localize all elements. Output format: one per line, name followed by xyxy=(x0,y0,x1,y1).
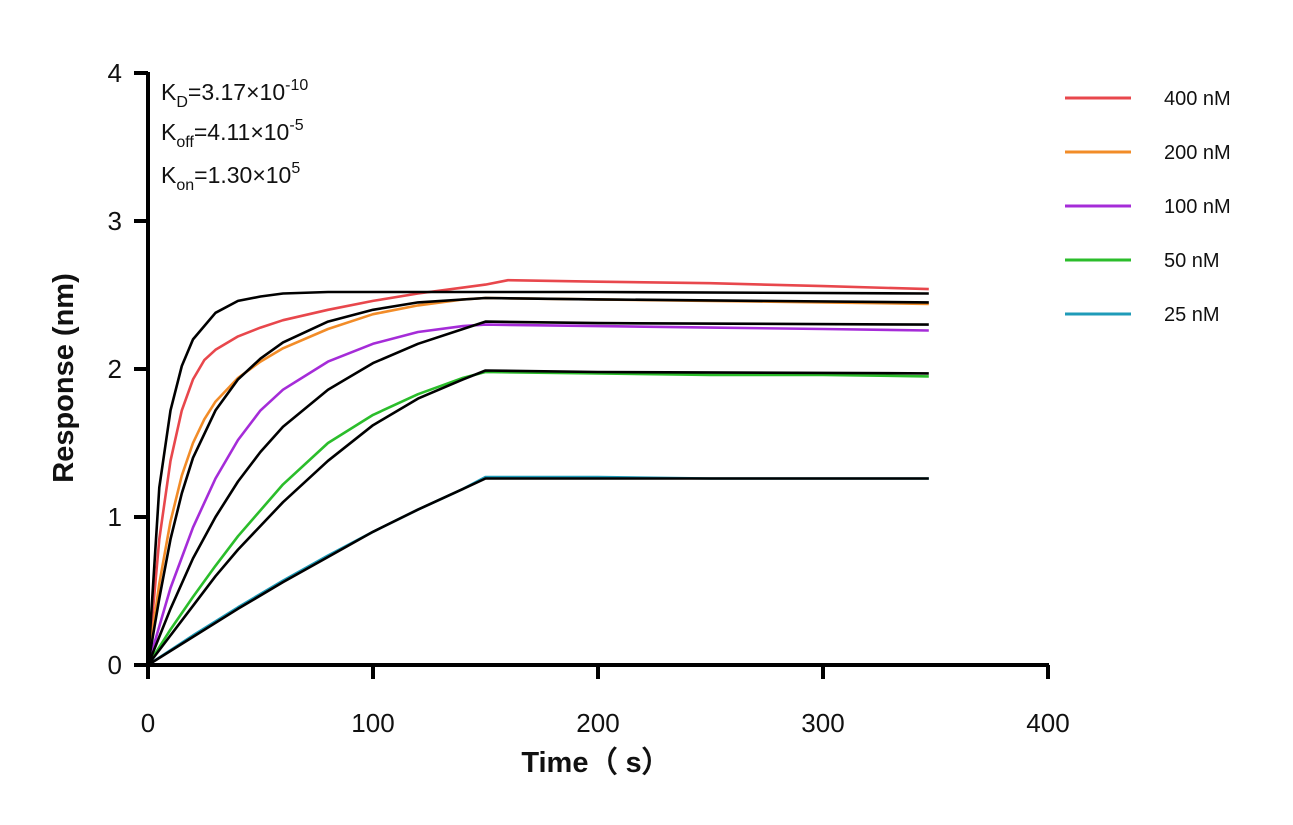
legend-label-50-nm: 50 nM xyxy=(1164,250,1220,272)
x-tick-label: 200 xyxy=(576,708,619,738)
y-tick-label: 2 xyxy=(108,354,122,384)
x-tick-label: 100 xyxy=(351,708,394,738)
legend: 400 nM 200 nM 100 nM 50 nM 25 nM xyxy=(1065,88,1231,326)
fit-line-50-nm xyxy=(148,371,929,666)
y-tick-label: 1 xyxy=(108,502,122,532)
fit-line-200-nm xyxy=(148,298,929,665)
y-tick-label: 3 xyxy=(108,206,122,236)
legend-label-200-nm: 200 nM xyxy=(1164,142,1231,164)
series-line-50-nm xyxy=(148,372,929,665)
series-line-400-nm xyxy=(148,280,929,665)
x-axis-title: Time（ s） xyxy=(521,746,670,779)
kd-annotation: KD=3.17×10-10 xyxy=(161,77,308,111)
kon-annotation: Kon=1.30×105 xyxy=(161,160,300,194)
x-tick-label: 400 xyxy=(1026,708,1069,738)
koff-annotation: Koff=4.11×10-5 xyxy=(161,117,304,151)
plot-curves xyxy=(148,280,929,665)
kinetics-annotation: KD=3.17×10-10 Koff=4.11×10-5 Kon=1.30×10… xyxy=(161,77,308,194)
series-line-200-nm xyxy=(148,298,929,665)
y-axis-ticks: 0 1 2 3 4 xyxy=(108,58,148,680)
x-tick-label: 0 xyxy=(141,708,155,738)
y-axis-title: Response (nm) xyxy=(48,273,80,482)
y-tick-label: 4 xyxy=(108,58,122,88)
x-axis-ticks: 0 100 200 300 400 xyxy=(141,665,1070,738)
legend-label-400-nm: 400 nM xyxy=(1164,88,1231,110)
y-tick-label: 0 xyxy=(108,650,122,680)
x-tick-label: 300 xyxy=(801,708,844,738)
legend-label-25-nm: 25 nM xyxy=(1164,304,1220,326)
legend-label-100-nm: 100 nM xyxy=(1164,196,1231,218)
